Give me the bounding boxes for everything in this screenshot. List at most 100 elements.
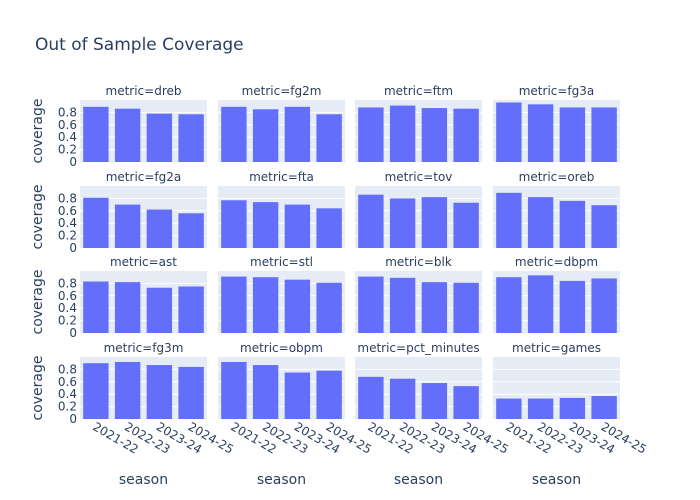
bar bbox=[591, 205, 617, 248]
bar bbox=[496, 102, 522, 162]
y-tick-label: 0 bbox=[69, 412, 77, 426]
bar bbox=[114, 361, 141, 419]
bar bbox=[453, 202, 479, 248]
y-tick-label: 0.6 bbox=[58, 375, 77, 389]
bar bbox=[83, 106, 109, 162]
y-tick-label: 0.2 bbox=[58, 400, 77, 414]
x-axis-label: season bbox=[257, 472, 306, 488]
bar bbox=[83, 197, 109, 248]
y-tick-label: 0.6 bbox=[58, 289, 77, 303]
y-axis-label: coverage bbox=[30, 356, 46, 421]
bar bbox=[178, 114, 204, 162]
bar bbox=[496, 192, 522, 248]
y-tick-label: 0.4 bbox=[58, 301, 77, 315]
y-tick-label: 0.6 bbox=[58, 118, 77, 132]
bar bbox=[178, 286, 204, 333]
bar bbox=[421, 383, 448, 419]
bar bbox=[114, 108, 141, 162]
y-tick-label: 0 bbox=[69, 241, 77, 255]
bar bbox=[358, 194, 384, 248]
panel-title: metric=fta bbox=[249, 170, 314, 184]
bar bbox=[284, 279, 311, 333]
y-tick-label: 0.8 bbox=[58, 362, 77, 376]
bar bbox=[146, 113, 173, 162]
y-tick-label: 0.2 bbox=[58, 143, 77, 157]
bar bbox=[389, 378, 416, 419]
y-tick-label: 0 bbox=[69, 326, 77, 340]
bar bbox=[316, 208, 342, 248]
bar bbox=[114, 204, 141, 248]
bar bbox=[591, 396, 617, 419]
bar bbox=[221, 361, 247, 419]
panel-title: metric=oreb bbox=[519, 170, 595, 184]
bar bbox=[316, 282, 342, 333]
bar bbox=[559, 397, 586, 419]
y-tick-label: 0.4 bbox=[58, 216, 77, 230]
panel-title: metric=dbpm bbox=[515, 255, 598, 269]
bar bbox=[221, 106, 247, 162]
bar bbox=[252, 109, 279, 162]
panel-title: metric=pct_minutes bbox=[357, 341, 479, 355]
panel-title: metric=fg3m bbox=[104, 341, 184, 355]
y-axis-label: coverage bbox=[30, 185, 46, 250]
y-tick-label: 0.2 bbox=[58, 229, 77, 243]
bar bbox=[252, 365, 279, 419]
bar bbox=[284, 106, 311, 162]
panel-title: metric=fg3a bbox=[519, 84, 595, 98]
bar bbox=[527, 104, 554, 162]
panel-title: metric=dreb bbox=[106, 84, 182, 98]
bar bbox=[591, 278, 617, 333]
panel-title: metric=ast bbox=[110, 255, 177, 269]
bar bbox=[559, 200, 586, 248]
bar bbox=[453, 282, 479, 333]
y-axis-label: coverage bbox=[30, 270, 46, 335]
y-tick-label: 0.6 bbox=[58, 204, 77, 218]
bar bbox=[527, 275, 554, 333]
bar bbox=[358, 276, 384, 333]
bar bbox=[146, 365, 173, 419]
bar bbox=[316, 370, 342, 419]
bar bbox=[559, 107, 586, 162]
y-tick-label: 0.8 bbox=[58, 276, 77, 290]
panel-title: metric=stl bbox=[250, 255, 313, 269]
bar bbox=[358, 107, 384, 162]
bar bbox=[284, 204, 311, 248]
bar bbox=[389, 105, 416, 162]
chart-title: Out of Sample Coverage bbox=[35, 35, 244, 55]
y-tick-label: 0 bbox=[69, 155, 77, 169]
panel-title: metric=obpm bbox=[240, 341, 323, 355]
bar bbox=[389, 277, 416, 333]
bar bbox=[221, 200, 247, 248]
bar bbox=[358, 376, 384, 419]
bar bbox=[559, 280, 586, 333]
panel-title: metric=ftm bbox=[384, 84, 453, 98]
panel-title: metric=fg2m bbox=[242, 84, 322, 98]
x-axis-label: season bbox=[532, 472, 581, 488]
bar bbox=[316, 114, 342, 162]
bar bbox=[83, 281, 109, 333]
panel-title: metric=tov bbox=[385, 170, 453, 184]
y-tick-label: 0.8 bbox=[58, 105, 77, 119]
bar bbox=[284, 372, 311, 419]
bar bbox=[114, 282, 141, 333]
bar bbox=[421, 108, 448, 162]
bar bbox=[146, 287, 173, 333]
bar bbox=[389, 198, 416, 248]
bar bbox=[178, 366, 204, 419]
y-tick-label: 0.4 bbox=[58, 130, 77, 144]
bar bbox=[221, 276, 247, 333]
bar bbox=[453, 386, 479, 419]
bar bbox=[453, 108, 479, 162]
y-tick-label: 0.4 bbox=[58, 387, 77, 401]
bar bbox=[527, 197, 554, 248]
bar bbox=[496, 398, 522, 419]
bar bbox=[527, 398, 554, 419]
panel-title: metric=fg2a bbox=[106, 170, 182, 184]
y-axis-label: coverage bbox=[30, 99, 46, 164]
bar bbox=[496, 277, 522, 333]
x-axis-label: season bbox=[119, 472, 168, 488]
bar bbox=[252, 202, 279, 248]
y-tick-label: 0.8 bbox=[58, 191, 77, 205]
bar bbox=[591, 107, 617, 162]
